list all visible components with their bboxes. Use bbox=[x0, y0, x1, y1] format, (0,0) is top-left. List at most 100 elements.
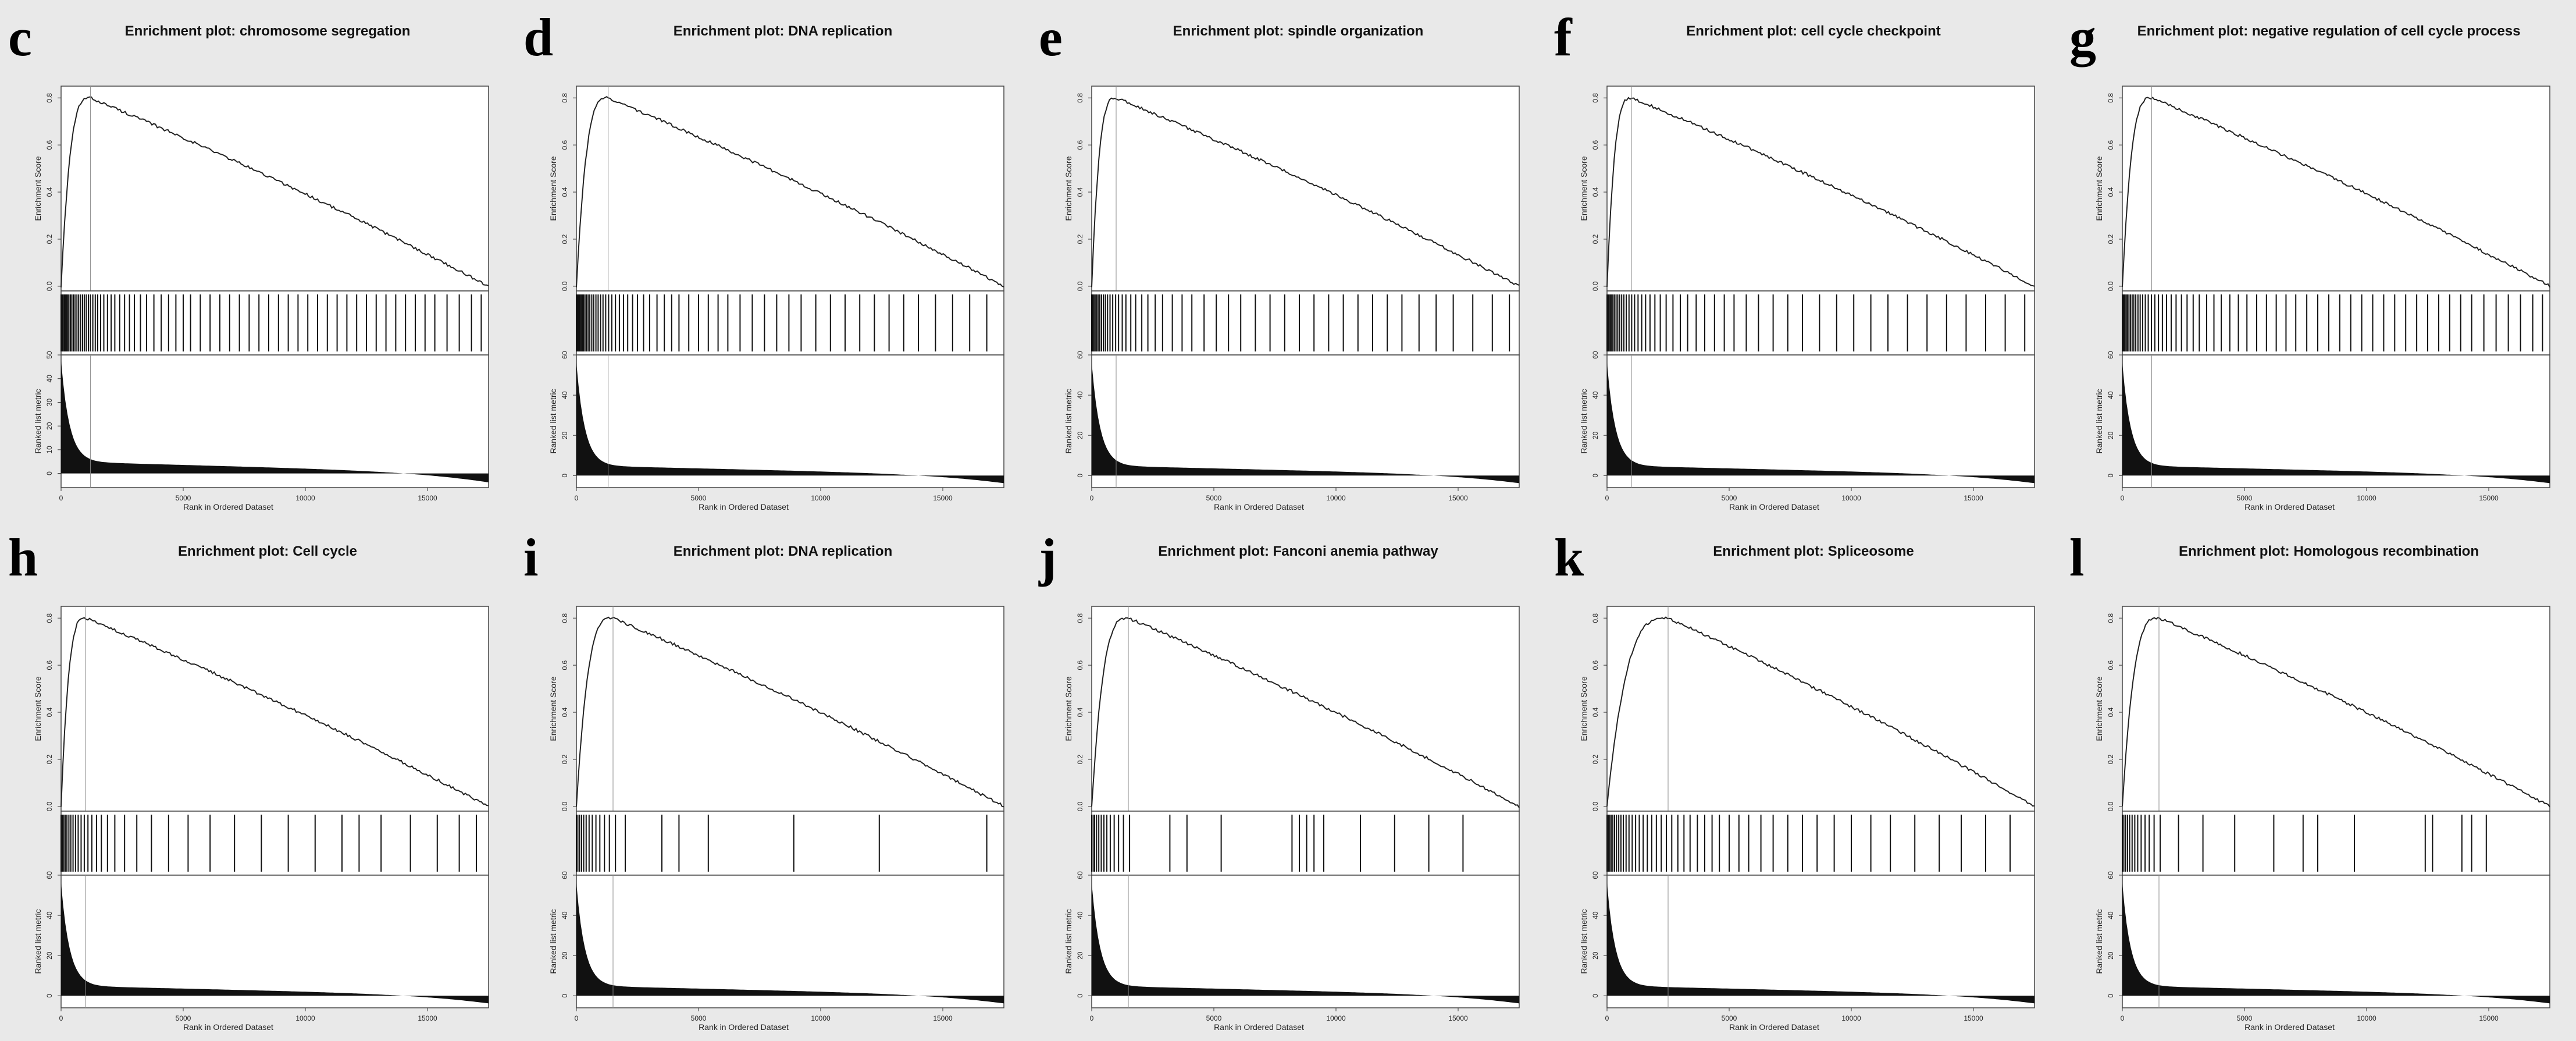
es-ytick-label: 0.2 bbox=[2107, 754, 2115, 764]
rank-axis-label: Rank in Ordered Dataset bbox=[1729, 502, 1819, 511]
metric-axis-label: Ranked list metric bbox=[548, 909, 558, 974]
x-tick-label: 10000 bbox=[295, 494, 315, 502]
x-tick-label: 0 bbox=[1090, 494, 1094, 502]
enrichment-plot-svg: 0.0 0.2 0.4 0.6 0.8 Enrichment Score 0 20 40 60 Ra… bbox=[1064, 606, 1520, 1032]
metric-ytick-label: 60 bbox=[2107, 871, 2115, 879]
es-ytick-label: 0.8 bbox=[1076, 93, 1084, 103]
x-tick-label: 10000 bbox=[1326, 1014, 1346, 1022]
metric-ytick-label: 60 bbox=[1591, 871, 1599, 879]
metric-ytick-label: 60 bbox=[1591, 351, 1599, 359]
es-ytick-label: 0.8 bbox=[1076, 613, 1084, 623]
ranked-metric-area bbox=[61, 361, 489, 482]
gsea-panel-f: f Enrichment plot: cell cycle checkpoint 0… bbox=[1546, 0, 2061, 520]
x-tick-label: 5000 bbox=[1206, 1014, 1222, 1022]
es-ytick-label: 0.4 bbox=[1076, 707, 1084, 717]
chart-title: Enrichment plot: Fanconi anemia pathway bbox=[1158, 543, 1438, 559]
metric-ytick-label: 0 bbox=[45, 994, 54, 998]
metric-ytick-label: 0 bbox=[2107, 474, 2115, 478]
es-axis-label: Enrichment Score bbox=[2094, 676, 2104, 741]
hits-frame bbox=[2122, 290, 2550, 356]
metric-ytick-label: 0 bbox=[561, 994, 569, 998]
es-ytick-label: 0.6 bbox=[45, 140, 54, 150]
x-tick-label: 0 bbox=[575, 494, 579, 502]
x-tick-label: 15000 bbox=[418, 1014, 437, 1022]
metric-ytick-label: 10 bbox=[45, 446, 54, 454]
x-tick-label: 15000 bbox=[1964, 494, 1983, 502]
metric-ytick-label: 60 bbox=[45, 871, 54, 879]
es-ytick-label: 0.2 bbox=[45, 754, 54, 764]
es-ytick-label: 0.6 bbox=[561, 140, 569, 150]
gsea-panel-i: i Enrichment plot: DNA replication 0.0 0.2 0… bbox=[515, 520, 1031, 1040]
es-ytick-label: 0.2 bbox=[1076, 234, 1084, 244]
es-ytick-label: 0.8 bbox=[561, 93, 569, 103]
es-ytick-label: 0.0 bbox=[1591, 801, 1599, 811]
es-ytick-label: 0.2 bbox=[1076, 754, 1084, 764]
metric-axis-label: Ranked list metric bbox=[33, 909, 42, 974]
hits-frame bbox=[576, 811, 1004, 876]
metric-ytick-label: 20 bbox=[561, 431, 569, 439]
x-tick-label: 5000 bbox=[1722, 494, 1737, 502]
es-frame bbox=[1091, 606, 1520, 812]
enrichment-plot-svg: 0.0 0.2 0.4 0.6 0.8 Enrichment Score 0 20 40 60 Ra… bbox=[548, 86, 1004, 511]
es-frame bbox=[60, 606, 489, 812]
es-ytick-label: 0.4 bbox=[561, 187, 569, 197]
metric-frame bbox=[1091, 354, 1520, 488]
ranked-metric-area bbox=[1607, 883, 2035, 1004]
es-curve bbox=[1091, 97, 1520, 287]
es-axis-label: Enrichment Score bbox=[1064, 156, 1073, 221]
rank-axis-label: Rank in Ordered Dataset bbox=[699, 1022, 789, 1032]
x-tick-label: 5000 bbox=[176, 1014, 191, 1022]
x-tick-label: 15000 bbox=[1448, 1014, 1468, 1022]
metric-ytick-label: 0 bbox=[1076, 994, 1084, 998]
metric-ytick-label: 0 bbox=[1591, 994, 1599, 998]
es-ytick-label: 0.4 bbox=[45, 187, 54, 197]
x-tick-label: 5000 bbox=[1206, 494, 1222, 502]
x-tick-label: 5000 bbox=[2237, 1014, 2253, 1022]
metric-ytick-label: 40 bbox=[45, 911, 54, 919]
es-ytick-label: 0.8 bbox=[561, 613, 569, 623]
chart-title: Enrichment plot: cell cycle checkpoint bbox=[1686, 23, 1941, 39]
chart-title: Enrichment plot: Homologous recombinatio… bbox=[2179, 543, 2479, 559]
metric-ytick-label: 20 bbox=[1076, 431, 1084, 439]
metric-ytick-label: 40 bbox=[1591, 391, 1599, 399]
es-ytick-label: 0.8 bbox=[1591, 613, 1599, 623]
chart-title: Enrichment plot: Cell cycle bbox=[177, 543, 358, 559]
es-axis-label: Enrichment Score bbox=[548, 676, 558, 741]
x-tick-label: 0 bbox=[1605, 494, 1609, 502]
metric-ytick-label: 40 bbox=[1076, 911, 1084, 919]
x-tick-label: 10000 bbox=[811, 494, 831, 502]
x-tick-label: 10000 bbox=[2357, 494, 2377, 502]
ranked-metric-area bbox=[61, 883, 489, 1004]
x-tick-label: 15000 bbox=[2479, 1014, 2499, 1022]
hits-frame bbox=[1606, 290, 2035, 356]
enrichment-plot-svg: 0.0 0.2 0.4 0.6 0.8 Enrichment Score 0 20 40 60 Ra… bbox=[1579, 86, 2035, 511]
metric-ytick-label: 20 bbox=[561, 951, 569, 960]
es-ytick-label: 0.6 bbox=[2107, 660, 2115, 670]
panel-letter: c bbox=[8, 8, 32, 67]
es-curve bbox=[576, 96, 1004, 288]
panel-letter: f bbox=[1554, 8, 1572, 67]
gsea-panel-j: j Enrichment plot: Fanconi anemia pathway… bbox=[1031, 520, 1546, 1040]
metric-ytick-label: 60 bbox=[2107, 351, 2115, 359]
x-tick-label: 15000 bbox=[1448, 494, 1468, 502]
panel-letter: g bbox=[2069, 8, 2096, 67]
rank-axis-label: Rank in Ordered Dataset bbox=[699, 502, 789, 511]
es-ytick-label: 0.8 bbox=[2107, 613, 2115, 623]
es-axis-label: Enrichment Score bbox=[1579, 156, 1588, 221]
metric-axis-label: Ranked list metric bbox=[33, 389, 42, 453]
metric-ytick-label: 20 bbox=[45, 422, 54, 430]
x-tick-label: 5000 bbox=[176, 494, 191, 502]
ranked-metric-area bbox=[2122, 883, 2550, 1004]
metric-ytick-label: 20 bbox=[1076, 951, 1084, 960]
gsea-panel-e: e Enrichment plot: spindle organization 0.… bbox=[1031, 0, 1546, 520]
es-ytick-label: 0.4 bbox=[1591, 707, 1599, 717]
rank-axis-label: Rank in Ordered Dataset bbox=[183, 502, 273, 511]
es-ytick-label: 0.2 bbox=[45, 234, 54, 244]
metric-frame bbox=[576, 875, 1004, 1008]
es-ytick-label: 0.2 bbox=[1591, 234, 1599, 244]
x-tick-label: 10000 bbox=[1841, 494, 1861, 502]
metric-axis-label: Ranked list metric bbox=[1064, 909, 1073, 974]
hits-frame bbox=[60, 290, 489, 356]
es-ytick-label: 0.4 bbox=[45, 707, 54, 717]
metric-ytick-label: 60 bbox=[1076, 871, 1084, 879]
